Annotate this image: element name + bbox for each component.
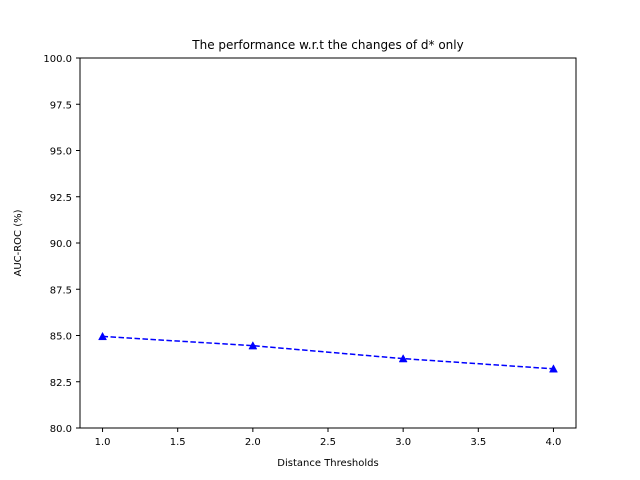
x-axis-label: Distance Thresholds	[277, 458, 378, 469]
y-tick-label: 80.0	[50, 424, 72, 435]
x-tick-label: 3.5	[470, 437, 486, 448]
x-tick-label: 2.5	[320, 437, 336, 448]
x-tick-label: 3.0	[395, 437, 411, 448]
data-point-marker	[98, 331, 107, 341]
data-point-marker	[248, 341, 258, 350]
y-tick-label: 100.0	[43, 54, 72, 65]
x-tick-label: 1.0	[95, 437, 111, 448]
data-point-marker	[549, 364, 558, 373]
series-line	[102, 335, 554, 370]
y-tick-label: 97.5	[50, 100, 72, 111]
plot-area: 1.0 1.5 2.0 2.5 3.0 3.5 4.0 80.0 82.5 85.0 87.5 90.…	[43, 54, 577, 448]
plot-frame	[79, 57, 577, 429]
chart-title: The performance w.r.t the changes of d* …	[191, 38, 463, 52]
data-point-marker	[398, 354, 408, 363]
y-tick-label: 90.0	[50, 239, 72, 250]
y-tick-label: 95.0	[50, 147, 72, 158]
x-tick-label: 1.5	[170, 437, 186, 448]
y-tick-label: 87.5	[50, 285, 72, 296]
y-tick-label: 85.0	[50, 332, 72, 343]
x-tick-label: 4.0	[546, 437, 562, 448]
y-tick-label: 92.5	[50, 193, 72, 204]
y-axis-label: AUC-ROC (%)	[13, 209, 24, 276]
x-tick-label: 2.0	[245, 437, 261, 448]
y-tick-label: 82.5	[50, 378, 72, 389]
